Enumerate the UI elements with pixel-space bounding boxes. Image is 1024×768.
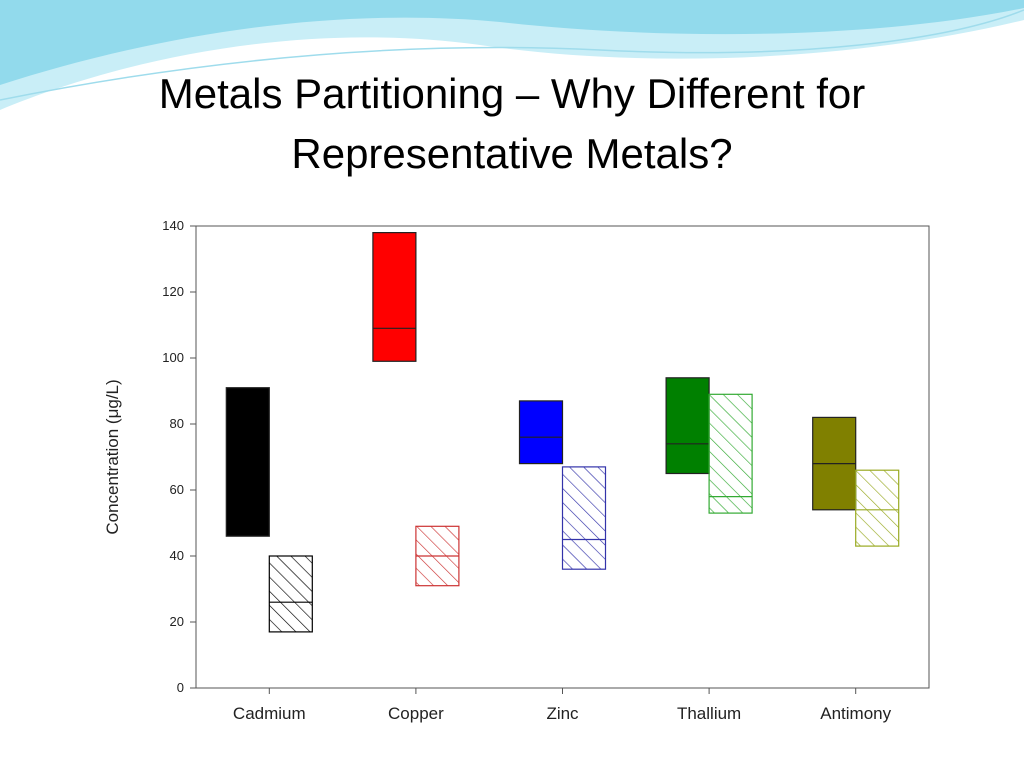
header-wave-line [0,9,1024,101]
hatched-box-thallium [708,393,753,514]
y-tick-label: 40 [170,548,184,563]
hatched-box-antimony [855,469,900,547]
x-category-label: Antimony [820,704,891,723]
y-tick-label: 60 [170,482,184,497]
y-axis-title: Concentration (μg/L) [103,379,122,534]
y-tick-label: 20 [170,614,184,629]
hatched-box-zinc [561,466,607,570]
hatched-box-cadmium [268,555,313,633]
y-tick-label: 140 [162,218,184,233]
y-tick-label: 120 [162,284,184,299]
y-tick-label: 80 [170,416,184,431]
y-tick-label: 0 [177,680,184,695]
solid-box-thallium [665,377,710,475]
slide-title-line2: Representative Metals? [291,130,733,177]
x-category-label: Thallium [677,704,741,723]
slide-title-line1: Metals Partitioning – Why Different for [158,70,866,117]
concentration-chart: 0 20 40 60 80 100 120 140 Cadmium Copper Zinc Thall… [103,218,930,723]
solid-box-copper [372,231,417,362]
solid-box-cadmium [225,387,270,537]
x-category-label: Cadmium [233,704,306,723]
x-category-label: Copper [388,704,444,723]
slide-title: Metals Partitioning – Why Different for … [0,64,1024,184]
x-category-label: Zinc [546,704,579,723]
chart-panel: 0 20 40 60 80 100 120 140 Cadmium Copper Zinc Thall… [96,192,946,744]
solid-box-zinc [518,400,564,465]
header-wave [0,0,1024,85]
y-tick-label: 100 [162,350,184,365]
